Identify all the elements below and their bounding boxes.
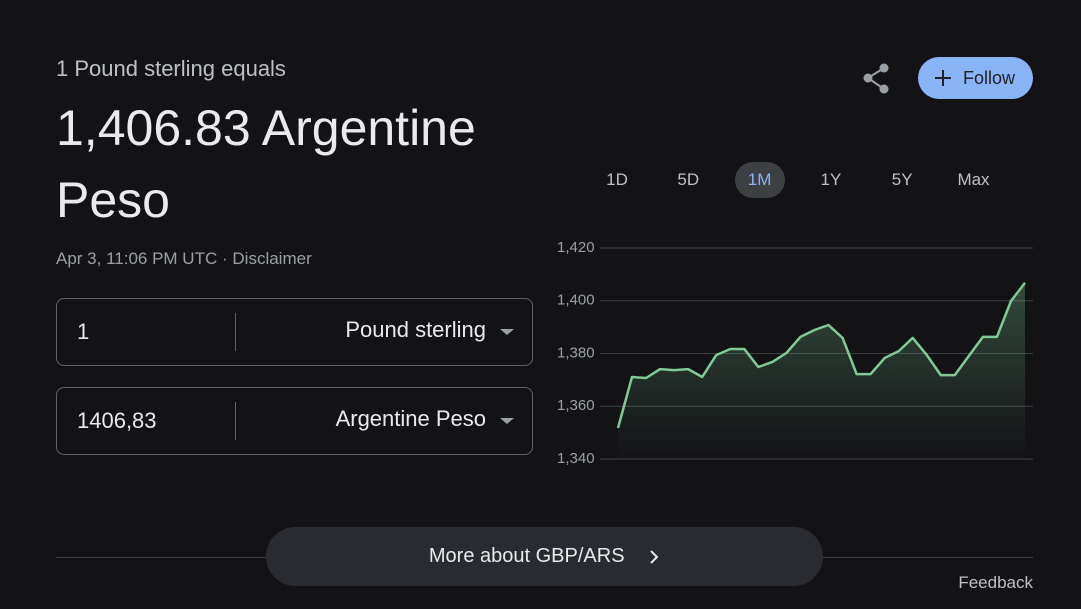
amount-input[interactable]: 1 <box>77 319 90 344</box>
range-tab[interactable]: 5D <box>677 170 700 189</box>
disclaimer[interactable]: Disclaimer <box>232 249 312 268</box>
feedback-link[interactable]: Feedback <box>958 573 1033 592</box>
converter-row: 1 Pound sterling <box>56 298 533 366</box>
y-tick-label: 1,380 <box>557 344 595 361</box>
y-tick-label: 1,400 <box>557 292 595 309</box>
rate-title: 1,406.83 Argentine Peso <box>56 100 476 228</box>
meta: Apr 3, 11:06 PM UTC · Disclaimer <box>56 249 312 269</box>
follow-label: Follow <box>963 68 1016 88</box>
timestamp: Apr 3, 11:06 PM UTC <box>56 249 218 268</box>
share-icon[interactable] <box>860 62 892 94</box>
subtitle: 1 Pound sterling equals <box>56 56 286 81</box>
y-tick-label: 1,340 <box>557 450 595 467</box>
range-tab[interactable]: 5Y <box>891 170 913 189</box>
currency-select[interactable]: Argentine Peso <box>335 406 486 431</box>
chart: 1,340 1,360 1,380 1,400 1,420 <box>557 239 1033 467</box>
separator: · <box>221 249 228 268</box>
more-label: More about GBP/ARS <box>428 545 625 567</box>
more-button[interactable]: More about GBP/ARS <box>266 527 823 586</box>
range-tab[interactable]: Max <box>957 170 990 189</box>
range-tab[interactable]: 1M <box>734 162 785 198</box>
converter-row: 1406,83 Argentine Peso <box>56 387 533 455</box>
price-line <box>616 282 1026 429</box>
amount-input[interactable]: 1406,83 <box>77 408 157 433</box>
follow-button[interactable]: Follow <box>918 57 1033 99</box>
currency-select[interactable]: Pound sterling <box>345 317 486 342</box>
range-tab[interactable]: 1Y <box>820 170 842 189</box>
area <box>618 282 1025 459</box>
range-tab[interactable]: 1D <box>606 170 628 189</box>
y-tick-label: 1,360 <box>557 397 595 414</box>
y-tick-label: 1,420 <box>557 239 595 256</box>
